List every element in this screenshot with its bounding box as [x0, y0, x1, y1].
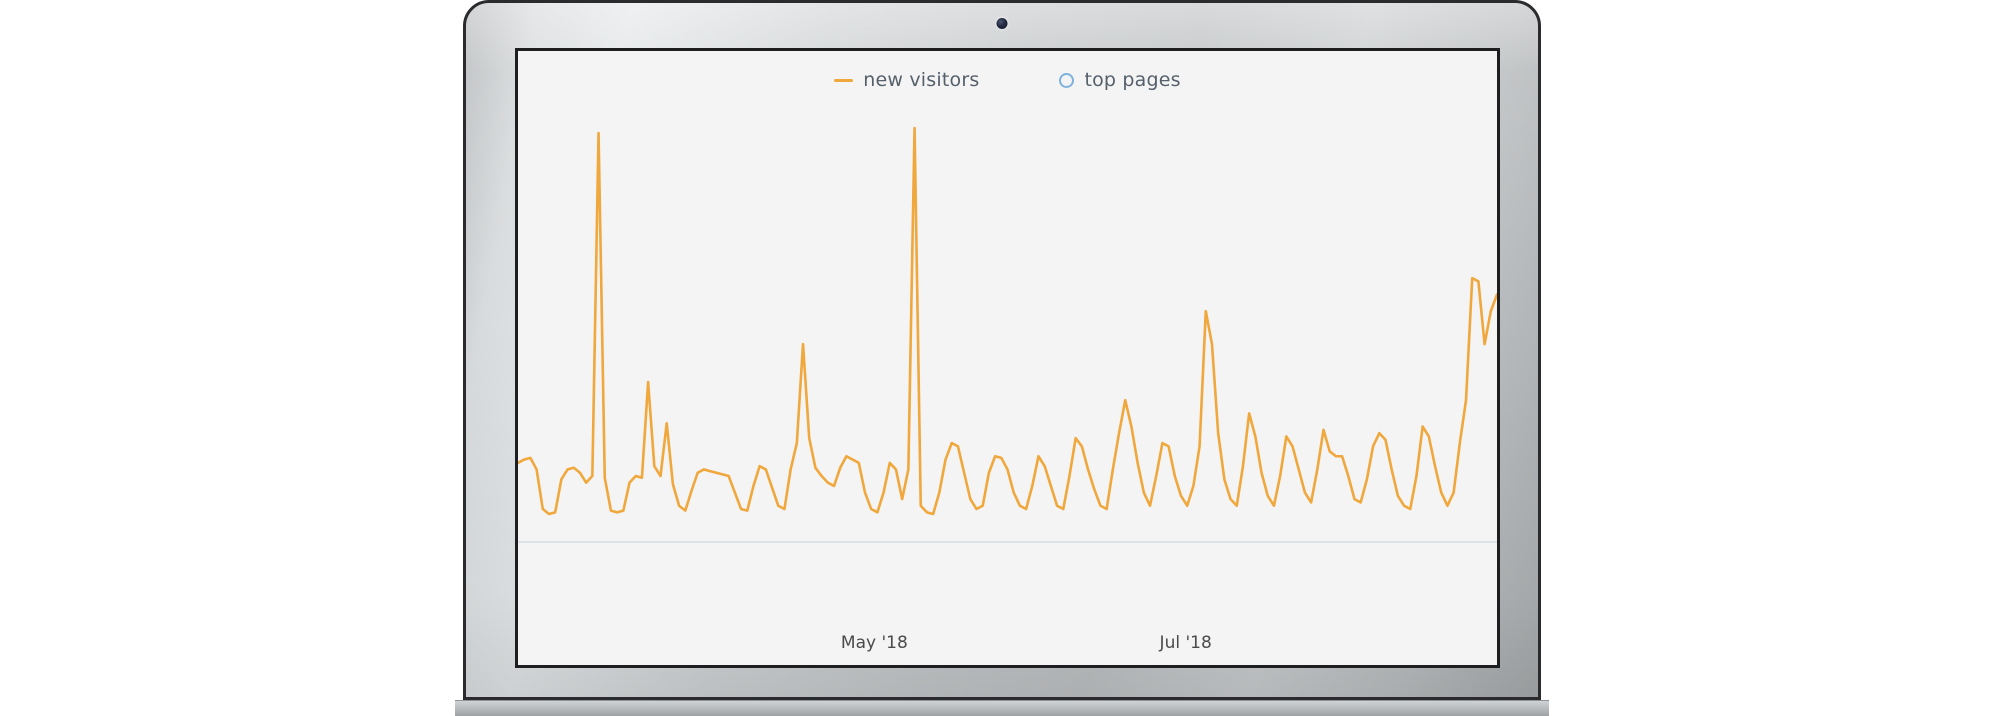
legend-label-top-pages: top pages	[1084, 69, 1181, 91]
chart-plot-area[interactable]: May '18 Jul '18	[518, 97, 1497, 665]
camera-dot-icon	[996, 18, 1008, 29]
chart-svg	[518, 97, 1497, 665]
laptop-device: new visitors top pages May '18 Jul '18	[455, 0, 1549, 716]
laptop-lid: new visitors top pages May '18 Jul '18	[463, 0, 1541, 700]
line-dash-icon	[834, 78, 854, 82]
laptop-base-deck	[455, 700, 1549, 716]
legend-item-top-pages[interactable]: top pages	[1059, 69, 1181, 91]
x-axis-tick-labels: May '18 Jul '18	[518, 633, 1497, 659]
chart-application: new visitors top pages May '18 Jul '18	[518, 51, 1497, 665]
circle-outline-icon	[1059, 72, 1075, 88]
legend-item-new-visitors[interactable]: new visitors	[834, 69, 979, 91]
x-tick-may-18: May '18	[840, 633, 908, 653]
series-line-new-visitors	[518, 128, 1497, 514]
legend-label-new-visitors: new visitors	[863, 69, 980, 91]
chart-legend: new visitors top pages	[518, 63, 1497, 97]
x-tick-jul-18: Jul '18	[1159, 633, 1212, 653]
laptop-screen: new visitors top pages May '18 Jul '18	[515, 48, 1500, 668]
